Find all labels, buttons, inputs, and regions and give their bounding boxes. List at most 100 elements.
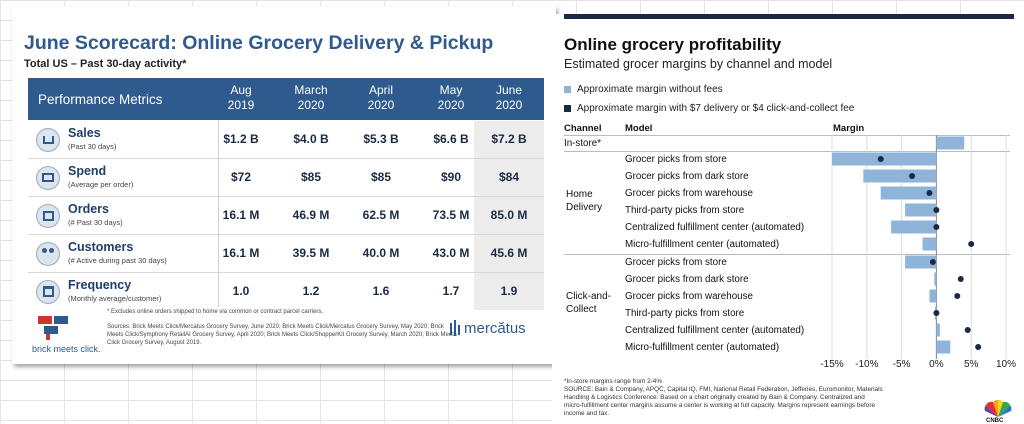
legend-swatch [564, 104, 571, 112]
model-label: Third-party picks from store [625, 308, 745, 319]
cart-icon [36, 128, 60, 152]
fee-margin-dot [975, 344, 982, 350]
fee-margin-dot [929, 259, 936, 265]
basket-icon [36, 204, 60, 228]
top-accent-bar [564, 14, 1014, 19]
channel-header: Channel [564, 123, 602, 134]
table-cell: 1.0 [232, 284, 250, 298]
table-cell: $5.3 B [363, 132, 399, 146]
model-label: Third-party picks from store [625, 205, 745, 216]
x-tick-label: -5% [893, 359, 911, 370]
scorecard-panel: June Scorecard: Online Grocery Delivery … [12, 6, 556, 364]
channel-label-click-and-collect: Click-and- Collect [566, 291, 612, 315]
margin-bar [936, 323, 940, 337]
divider [564, 135, 1010, 136]
model-label: Micro-fulfillment center (automated) [625, 239, 780, 250]
table-cell: $4.0 B [293, 132, 329, 146]
margin-bar [934, 272, 937, 286]
legend-item: Approximate margin without fees [564, 84, 723, 95]
column-divider [218, 120, 219, 307]
mercatus-logo-icon [450, 320, 460, 336]
fee-margin-dot [933, 224, 940, 230]
brick-meets-click-logo: brick meets click. [32, 314, 132, 356]
table-cell: 46.9 M [292, 208, 330, 222]
table-cell: 62.5 M [362, 208, 400, 222]
table-row: Spend (Average per order) $72 $85 $85 $9… [28, 159, 544, 197]
cnbc-logo-text: CNBC [986, 418, 1004, 424]
metric-desc: (Average per order) [68, 180, 134, 189]
metric-desc: (# Active during past 30 days) [68, 256, 167, 265]
table-header: Performance Metrics Aug 2019 March 2020 Ap… [28, 78, 544, 120]
fee-margin-dot [957, 276, 964, 282]
channel-label: In-store* [564, 138, 602, 149]
margin-bar [905, 203, 937, 217]
model-label: Grocer picks from store [625, 257, 727, 268]
scorecard-footnotes: * Excludes online orders shipped to home… [107, 308, 457, 347]
margin-chart: -15% -10% -5% 0% 5% 10% [820, 135, 1016, 370]
table-cell: 45.6 M [474, 235, 544, 272]
channel-label-home-delivery: Home Delivery [566, 189, 603, 213]
calendar-icon [36, 280, 60, 304]
table-cell: $84 [474, 159, 544, 196]
divider [564, 151, 1010, 152]
margin-bar [880, 186, 937, 200]
margin-bar [832, 152, 937, 166]
model-label: Grocer picks from dark store [625, 274, 749, 285]
table-cell: 85.0 M [474, 197, 544, 234]
metric-desc: (Past 30 days) [68, 142, 117, 151]
legend-item: Approximate margin with $7 delivery or $… [564, 103, 854, 114]
table-cell: 73.5 M [432, 208, 470, 222]
table-cell: 16.1 M [222, 208, 260, 222]
column-header: June 2020 [495, 83, 523, 112]
table-cell: 39.5 M [292, 246, 330, 260]
x-tick-label: -15% [820, 359, 843, 370]
profitability-panel: Online grocery profitability Estimated g… [552, 14, 1024, 424]
model-label: Centralized fulfillment center (automate… [625, 325, 805, 336]
metric-desc: (Monthly average/customer) [68, 294, 162, 303]
margin-bar [905, 255, 937, 269]
table-row: Sales (Past 30 days) $1.2 B $4.0 B $5.3 … [28, 121, 544, 159]
margin-bar [929, 289, 937, 303]
table-cell: $72 [230, 170, 252, 184]
table-row: Frequency (Monthly average/customer) 1.0… [28, 273, 544, 310]
column-header: March 2020 [294, 83, 328, 112]
chart-source: income and tax. [564, 410, 610, 417]
table-cell: $6.6 B [433, 132, 469, 146]
margin-bar [863, 169, 937, 183]
chart-subtitle: Estimated grocer margins by channel and … [564, 57, 833, 71]
table-cell: $85 [300, 170, 322, 184]
divider [564, 254, 1010, 255]
scorecard-subtitle: Total US – Past 30-day activity* [24, 58, 187, 70]
column-header: April 2020 [367, 83, 395, 112]
fee-margin-dot [964, 327, 971, 333]
legend-swatch [564, 85, 571, 93]
column-header: May 2020 [437, 83, 465, 112]
sources: Sources: Brick Meets Click/Mercatus Groc… [107, 324, 457, 346]
margin-bar [936, 340, 951, 354]
brick-meets-click-text: brick meets click. [32, 344, 101, 354]
model-label: Grocer picks from store [625, 154, 727, 165]
model-label: Centralized fulfillment center (automate… [625, 222, 805, 233]
table-cell: 1.7 [442, 284, 460, 298]
table-cell: $85 [370, 170, 392, 184]
model-label: Grocer picks from warehouse [625, 291, 753, 302]
chart-source: Handling & Logistics Conference. Based o… [564, 394, 865, 401]
table-cell: 16.1 M [222, 246, 260, 260]
chart-source: micro-fulfillment center margins assume … [564, 402, 876, 409]
x-tick-label: -10% [855, 359, 878, 370]
fee-margin-dot [954, 293, 961, 299]
margin-bar [936, 136, 965, 150]
metric-name: Spend [68, 164, 107, 178]
table-cell: $7.2 B [474, 121, 544, 158]
x-tick-label: 10% [996, 359, 1016, 370]
fee-margin-dot [877, 156, 884, 162]
chart-footnote: *In-store margins range from 2-4% [564, 378, 663, 385]
scorecard-title: June Scorecard: Online Grocery Delivery … [24, 32, 494, 54]
fee-margin-dot [968, 241, 975, 247]
mercatus-logo-text: mercătus [464, 320, 526, 337]
metric-name: Orders [68, 202, 109, 216]
metric-name: Frequency [68, 278, 132, 292]
brick-logo-icon [38, 316, 68, 340]
fee-margin-dot [909, 173, 916, 179]
table-cell: $90 [440, 170, 462, 184]
